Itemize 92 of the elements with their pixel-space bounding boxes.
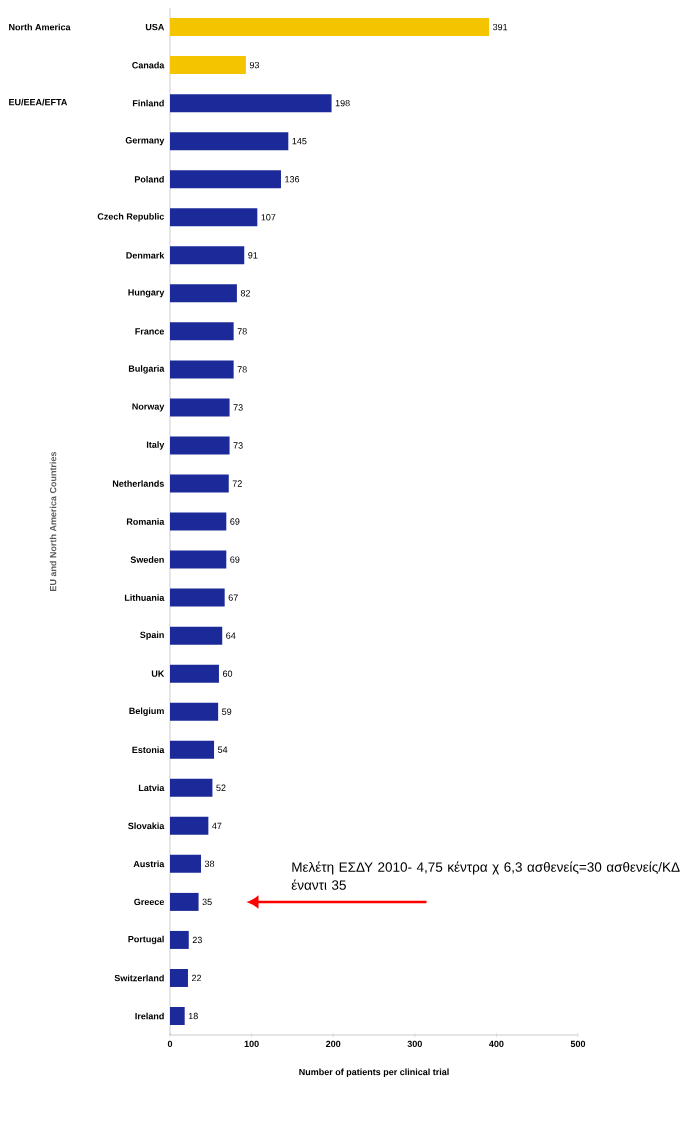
y-tick-label: Austria [133,860,165,868]
data-label: 60 [222,670,233,677]
y-tick-label: Czech Republic [97,213,165,222]
bar [170,778,213,797]
data-label: 69 [230,556,240,563]
data-label: 38 [204,860,215,868]
y-tick-label: Netherlands [112,480,164,487]
data-label: 73 [233,404,243,411]
y-tick-label: France [135,328,165,335]
y-tick-label: Italy [146,441,165,450]
x-tick-label: 500 [570,1040,586,1048]
data-label: 52 [216,784,226,791]
y-tick-label: USA [145,23,165,31]
y-tick-label: Switzerland [114,974,164,982]
bar [170,474,229,493]
bar [170,854,202,873]
bar [170,740,215,759]
x-tick-label: 0 [167,1040,173,1048]
y-tick-label: Denmark [126,251,165,259]
y-tick-label: Germany [125,137,165,146]
data-label: 136 [285,176,300,183]
bar [170,18,490,37]
y-tick-label: Slovakia [128,822,165,830]
text: North America [9,23,71,31]
x-tick-label: 400 [489,1040,504,1048]
data-label: 82 [240,290,250,297]
bar [170,436,230,455]
bar [170,398,230,417]
y-tick-label: Estonia [132,746,165,754]
data-label: 198 [335,99,350,107]
y-tick-label: Finland [132,99,164,107]
data-label: 64 [226,632,236,639]
y-tick-label: Latvia [138,784,165,792]
y-tick-label: Hungary [128,289,165,298]
y-tick-label: UK [151,670,165,677]
bar [170,170,281,189]
data-label: 107 [261,214,276,221]
bar [170,246,245,265]
data-label: 145 [292,138,307,145]
y-tick-label: Bulgaria [128,365,165,374]
y-tick-label: Portugal [128,935,164,945]
bar [170,588,225,607]
data-label: 22 [191,974,202,982]
bar [170,208,258,227]
y-tick-label: Ireland [135,1012,164,1020]
x-tick-label: 200 [326,1040,341,1048]
y-tick-label: Greece [134,898,165,906]
data-label: 18 [188,1012,198,1020]
bar [170,360,234,379]
bar [170,512,227,531]
bar [170,94,332,113]
bar [170,702,219,721]
annotation: Μελέτη ΕΣΔΥ 2010- 4,75 κέντρα χ 6,3 ασθενείς=30 ασθενείς/ΚΔ έναντι 35 [291,861,680,890]
y-tick-label: Canada [132,61,165,69]
y-tick-label: Norway [132,403,165,412]
y-tick-label: Lithuania [124,594,165,601]
bar [170,816,209,835]
bar [170,930,189,949]
bar [170,56,246,75]
data-label: 78 [237,328,247,335]
bar [170,968,188,987]
y-axis-title: EU and North America Countries [49,451,57,591]
data-label: 73 [233,442,243,449]
x-axis-title: Number of patients per clinical trial [299,1068,449,1077]
y-tick-label: Sweden [130,556,164,563]
bar [170,664,219,683]
data-label: 35 [202,898,212,906]
y-tick-label: Belgium [129,707,164,716]
bar [170,626,223,645]
bar [170,1007,185,1026]
data-label: 69 [230,518,240,525]
data-label: 78 [237,366,247,373]
data-label: 391 [492,23,508,31]
data-label: 59 [222,708,232,715]
x-tick-label: 100 [244,1040,259,1048]
data-label: 47 [212,822,222,829]
bar [170,550,227,569]
data-label: 91 [248,252,258,259]
bar [170,322,234,341]
data-label: 67 [228,594,238,601]
data-label: 23 [192,936,202,944]
bar [170,132,289,151]
y-tick-label: Romania [126,518,165,525]
data-label: 54 [217,746,228,753]
x-tick-label: 300 [407,1040,422,1048]
bar [170,284,237,303]
bar [170,892,199,911]
text: EU/EEA/EFTA [9,98,68,106]
y-tick-label: Spain [140,631,164,640]
y-tick-label: Poland [134,175,164,183]
data-label: 93 [249,61,260,69]
data-label: 72 [232,480,242,487]
